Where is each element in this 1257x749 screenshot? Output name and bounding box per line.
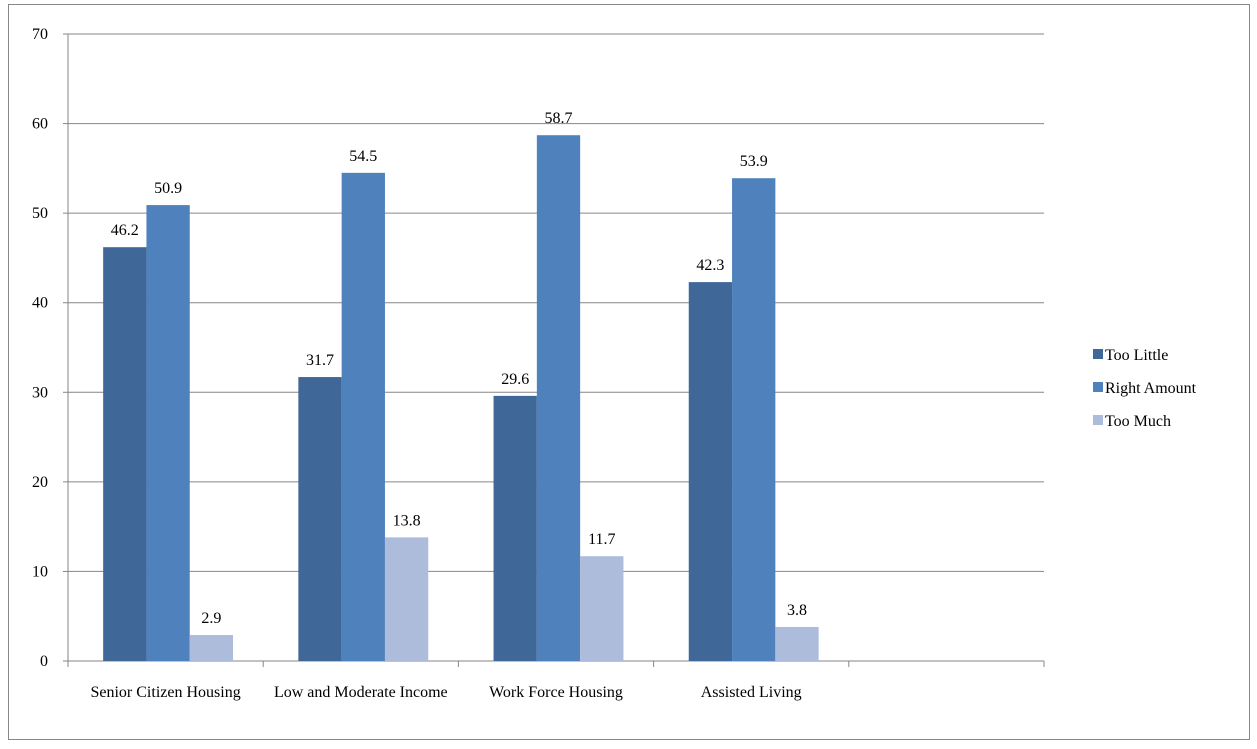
data-label: 31.7	[306, 352, 334, 369]
bar	[103, 247, 147, 661]
bar	[732, 178, 776, 661]
chart-frame	[8, 4, 1250, 740]
y-tick-label: 50	[32, 205, 48, 222]
y-tick-label: 60	[32, 116, 48, 133]
legend-label: Too Much	[1105, 413, 1171, 430]
y-tick-label: 20	[32, 474, 48, 491]
legend-swatch	[1093, 382, 1103, 392]
bar	[775, 626, 819, 661]
x-tick-label: Work Force Housing	[489, 684, 623, 701]
data-label: 50.9	[154, 180, 182, 197]
data-label: 54.5	[349, 148, 377, 165]
x-tick-label: Assisted Living	[701, 684, 802, 701]
legend-swatch	[1093, 349, 1103, 359]
data-label: 58.7	[545, 110, 573, 127]
data-label: 29.6	[501, 371, 529, 388]
bar	[341, 172, 385, 662]
x-tick-label-line: Low and Moderate Income	[274, 684, 448, 701]
x-tick-label: Low and Moderate Income	[274, 684, 448, 701]
data-label: 53.9	[740, 153, 768, 170]
y-tick-label: 10	[32, 563, 48, 580]
bar	[536, 135, 581, 662]
y-tick-label: 70	[32, 26, 48, 43]
legend-label: Right Amount	[1105, 380, 1197, 397]
bar	[493, 395, 537, 661]
bar	[384, 537, 429, 661]
y-tick-label: 30	[32, 384, 48, 401]
legend-swatch	[1093, 415, 1103, 425]
x-tick-label-line: Senior Citizen Housing	[90, 684, 240, 701]
x-tick-label: Senior Citizen Housing	[90, 684, 240, 701]
data-label: 13.8	[393, 512, 421, 529]
bar	[146, 205, 190, 661]
x-tick-label-line: Assisted Living	[701, 684, 802, 701]
x-tick-label-line: Work Force Housing	[489, 684, 623, 701]
bar	[688, 282, 733, 661]
data-label: 11.7	[588, 531, 615, 548]
y-tick-label: 0	[40, 653, 48, 670]
data-label: 42.3	[696, 257, 724, 274]
y-tick-label: 40	[32, 295, 48, 312]
data-label: 3.8	[787, 602, 807, 619]
data-label: 2.9	[201, 610, 221, 627]
legend-label: Too Little	[1105, 347, 1168, 364]
data-label: 46.2	[111, 222, 139, 239]
bar	[580, 556, 624, 661]
bar	[189, 635, 234, 661]
bar	[298, 377, 342, 661]
